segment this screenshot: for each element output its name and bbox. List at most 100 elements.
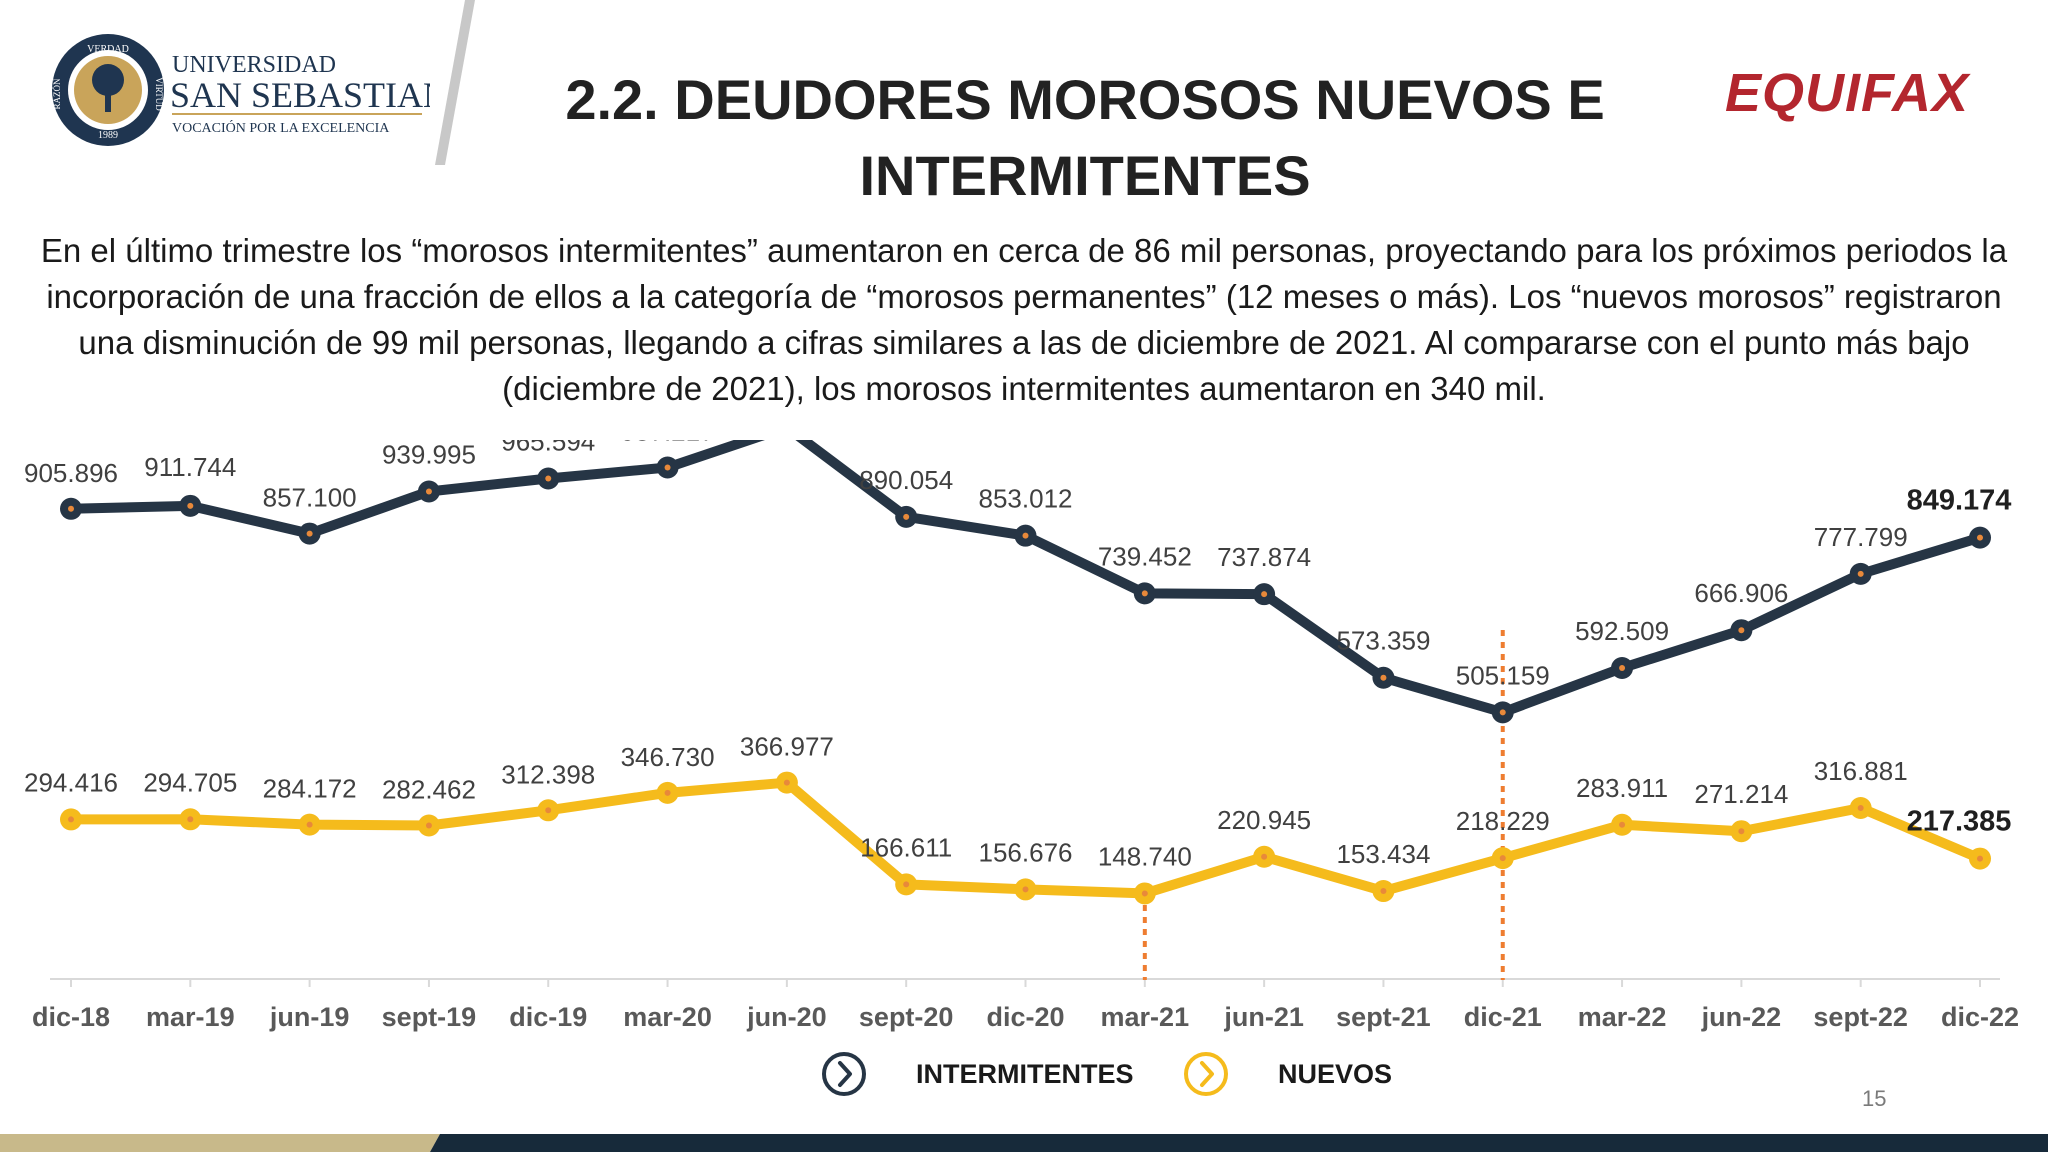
data-point-center <box>664 464 671 471</box>
line-chart: dic-18 mar-19 jun-19 sept-19 dic-19 mar-20 jun… <box>24 440 2019 1032</box>
data-label: 166.611 <box>860 832 952 862</box>
data-point-center <box>903 881 910 888</box>
data-label: 282.462 <box>382 775 476 805</box>
chevron-circle-icon <box>1184 1052 1228 1096</box>
data-label: 849.174 <box>1907 485 2012 517</box>
data-label: 217.385 <box>1907 806 2012 838</box>
data-point-center <box>1857 805 1864 812</box>
data-point-center <box>1619 821 1626 828</box>
data-label: 737.874 <box>1217 542 1311 572</box>
data-point-center <box>1141 890 1148 897</box>
x-tick-label: sept-20 <box>859 1002 954 1032</box>
equifax-logo-text: EQUIFAX <box>1725 63 1970 123</box>
x-tick-label: mar-21 <box>1101 1002 1190 1032</box>
data-point-center <box>1977 534 1983 541</box>
data-label: 366.977 <box>740 732 834 762</box>
x-tick-label: jun-20 <box>746 1002 827 1032</box>
seal-year: 1989 <box>98 130 118 141</box>
data-label: 911.744 <box>144 452 236 482</box>
data-point-center <box>545 807 552 814</box>
data-point-center <box>1857 570 1864 577</box>
data-label: 271.214 <box>1694 779 1788 809</box>
page-title: 2.2. DEUDORES MOROSOS NUEVOS E INTERMITE… <box>565 68 1605 207</box>
seal-word-verdad: VERDAD <box>87 44 129 55</box>
x-tick-label: mar-19 <box>146 1002 235 1032</box>
data-point-center <box>1022 886 1029 893</box>
data-point-center <box>1141 590 1148 597</box>
data-point-center <box>187 502 194 509</box>
data-point-center <box>1499 709 1506 716</box>
data-point-center <box>1977 855 1983 862</box>
data-label: 312.398 <box>501 759 595 789</box>
legend-label-nuevos: NUEVOS <box>1278 1058 1393 1089</box>
data-point-center <box>783 779 790 786</box>
university-name-line2: SAN SEBASTIAN <box>170 75 430 115</box>
data-label: 316.881 <box>1814 756 1908 786</box>
seal-word-razon: RAZÓN <box>52 78 62 109</box>
data-label: 505.159 <box>1456 660 1550 690</box>
data-point-center <box>187 816 194 823</box>
data-point-center <box>68 816 74 823</box>
university-name-line1: UNIVERSIDAD <box>172 52 336 78</box>
data-label: 153.434 <box>1336 839 1430 869</box>
x-tick-label: dic-22 <box>1941 1002 2019 1032</box>
x-tick-label: mar-20 <box>623 1002 712 1032</box>
data-point-center <box>903 513 910 520</box>
x-tick-label: dic-21 <box>1464 1002 1542 1032</box>
footer-bar <box>0 1134 2048 1152</box>
data-label: 739.452 <box>1098 541 1192 571</box>
data-point-center <box>1738 828 1745 835</box>
data-point-center <box>425 822 432 829</box>
university-logo: VERDAD RAZÓN VIRTUD 1989 UNIVERSIDAD SAN… <box>50 30 449 150</box>
x-tick-label: dic-20 <box>986 1002 1064 1032</box>
page-number: 15 <box>1862 1086 1887 1111</box>
tree-icon <box>92 64 124 112</box>
data-point-center <box>425 488 432 495</box>
data-point-center <box>1499 855 1506 862</box>
data-label: 573.359 <box>1336 626 1430 656</box>
data-label: 346.730 <box>621 742 715 772</box>
data-point-center <box>306 821 313 828</box>
x-tick-label: jun-22 <box>1701 1002 1782 1032</box>
x-tick-label: sept-21 <box>1336 1002 1431 1032</box>
data-label: 283.911 <box>1576 773 1668 803</box>
data-point-center <box>1261 853 1268 860</box>
data-point-center <box>545 475 552 482</box>
data-label: 857.100 <box>263 483 357 513</box>
x-tick-label: mar-22 <box>1578 1002 1667 1032</box>
x-tick-label: jun-21 <box>1223 1002 1304 1032</box>
seal-word-virtud: VIRTUD <box>154 77 164 111</box>
series-line-intermitentes <box>66 440 1985 718</box>
data-point-center <box>1380 888 1387 895</box>
legend-label-intermitentes: INTERMITENTES <box>916 1058 1134 1089</box>
data-label: 294.705 <box>143 767 237 797</box>
data-point-center <box>306 530 313 537</box>
x-tick-label: sept-19 <box>382 1002 477 1032</box>
data-point-center <box>1022 532 1029 539</box>
data-label: 148.740 <box>1098 841 1192 871</box>
data-point-center <box>1619 665 1626 672</box>
data-label: 987.217 <box>621 440 715 446</box>
legend-item-nuevos: NUEVOS <box>1182 1050 1392 1098</box>
data-label: 939.995 <box>382 440 476 469</box>
chevron-circle-icon <box>822 1052 866 1096</box>
university-tagline: VOCACIÓN POR LA EXCELENCIA <box>172 119 390 136</box>
x-tick-label: dic-19 <box>509 1002 587 1032</box>
data-point-center <box>68 505 74 512</box>
data-label: 284.172 <box>263 774 357 804</box>
data-label: 777.799 <box>1814 522 1908 552</box>
equifax-logo: EQUIFAX <box>1725 58 2015 128</box>
data-label: 890.054 <box>859 465 953 495</box>
data-label: 218.229 <box>1456 806 1550 836</box>
data-label: 965.594 <box>501 440 595 456</box>
x-tick-label: dic-18 <box>32 1002 110 1032</box>
data-point-center <box>1261 591 1268 598</box>
header-divider <box>420 0 480 165</box>
data-label: 592.509 <box>1575 616 1669 646</box>
data-label: 156.676 <box>979 837 1073 867</box>
data-point-center <box>664 789 671 796</box>
chart-legend: INTERMITENTES NUEVOS <box>820 1050 1420 1100</box>
x-tick-label: jun-19 <box>269 1002 350 1032</box>
description-text: En el último trimestre los “morosos inte… <box>40 232 2008 407</box>
data-label: 666.906 <box>1694 578 1788 608</box>
